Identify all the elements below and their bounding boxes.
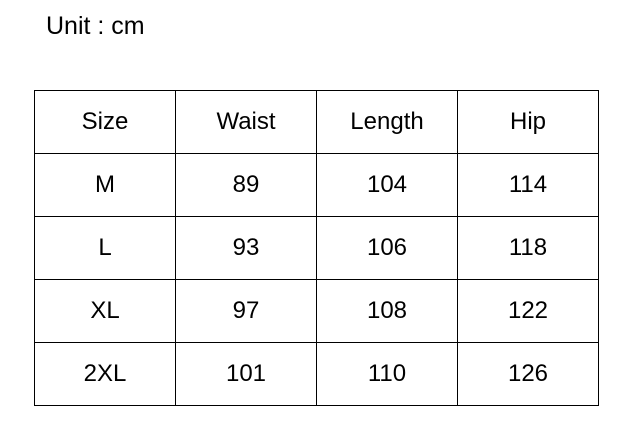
table-cell: 114 — [457, 153, 599, 217]
header-cell: Waist — [175, 90, 317, 154]
table-cell: 97 — [175, 279, 317, 343]
table-cell: 118 — [457, 216, 599, 280]
table-row: 2XL 101 110 126 — [34, 342, 599, 406]
table-cell: XL — [34, 279, 176, 343]
table-cell: 122 — [457, 279, 599, 343]
size-chart-table: Size Waist Length Hip M 89 104 114 L 93 … — [34, 90, 599, 406]
header-cell: Size — [34, 90, 176, 154]
header-cell: Length — [316, 90, 458, 154]
table-header-row: Size Waist Length Hip — [34, 90, 599, 154]
table-cell: 89 — [175, 153, 317, 217]
table-cell: 106 — [316, 216, 458, 280]
table-cell: 104 — [316, 153, 458, 217]
table-cell: 101 — [175, 342, 317, 406]
table-cell: L — [34, 216, 176, 280]
table-cell: 108 — [316, 279, 458, 343]
table-row: M 89 104 114 — [34, 153, 599, 217]
unit-label: Unit : cm — [46, 12, 145, 40]
table-cell: 110 — [316, 342, 458, 406]
table-row: L 93 106 118 — [34, 216, 599, 280]
table-cell: 93 — [175, 216, 317, 280]
header-cell: Hip — [457, 90, 599, 154]
table-cell: 126 — [457, 342, 599, 406]
table-cell: M — [34, 153, 176, 217]
table-cell: 2XL — [34, 342, 176, 406]
table-row: XL 97 108 122 — [34, 279, 599, 343]
